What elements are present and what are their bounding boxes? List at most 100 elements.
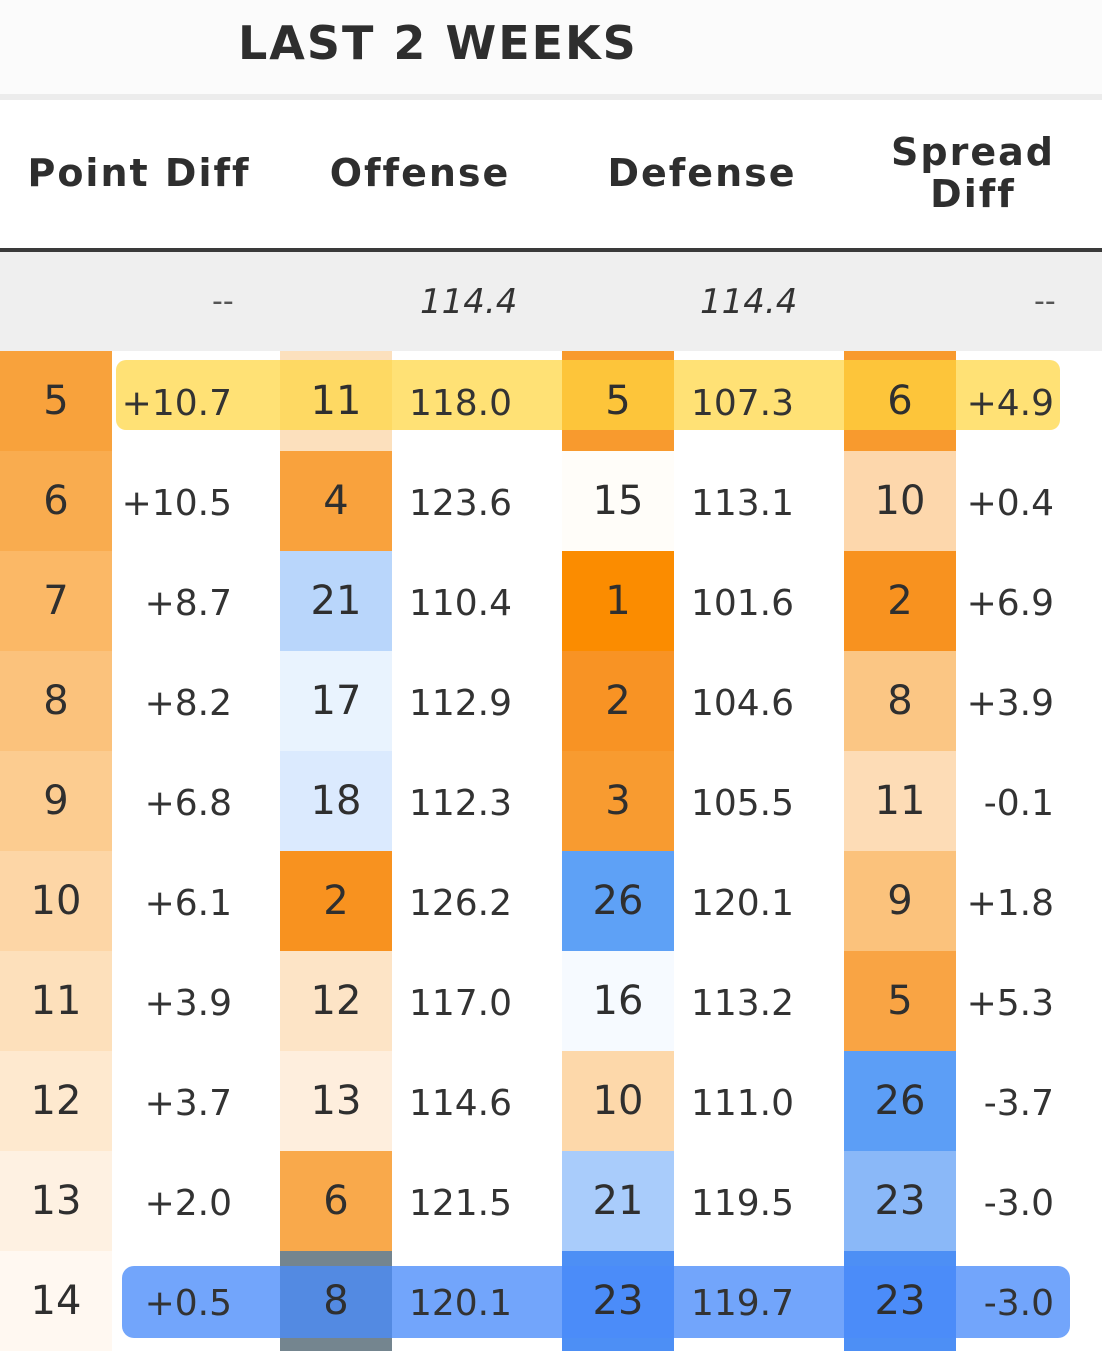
rank-cell-bg bbox=[844, 551, 956, 651]
value-cell: +10.5 bbox=[121, 482, 232, 524]
value-cell: 113.1 bbox=[690, 482, 794, 524]
value-cell: 107.3 bbox=[690, 382, 794, 424]
value-cell: 114.6 bbox=[408, 1082, 512, 1124]
value-cell: +6.8 bbox=[144, 782, 232, 824]
rank-cell: 12 bbox=[310, 978, 362, 1024]
value-cell: 112.3 bbox=[408, 782, 512, 824]
rank-cell-bg bbox=[0, 751, 112, 851]
value-cell: 113.2 bbox=[690, 982, 794, 1024]
rank-cell: 17 bbox=[310, 678, 362, 724]
rank-cell-bg bbox=[562, 1151, 674, 1251]
value-cell: 120.1 bbox=[690, 882, 794, 924]
rank-cell-bg bbox=[562, 951, 674, 1051]
value-cell: 121.5 bbox=[408, 1182, 512, 1224]
rank-cell-bg bbox=[844, 451, 956, 551]
rank-cell: 23 bbox=[592, 1278, 644, 1324]
rank-cell: 10 bbox=[30, 878, 82, 924]
header-offense[interactable]: Offense bbox=[329, 151, 511, 196]
value-cell: 119.5 bbox=[690, 1182, 794, 1224]
rank-cell: 26 bbox=[592, 878, 644, 924]
value-cell: 119.7 bbox=[690, 1282, 794, 1324]
rank-cell: 26 bbox=[874, 1078, 926, 1124]
rank-cell: 13 bbox=[310, 1078, 362, 1124]
avg-spread: -- bbox=[1034, 284, 1056, 319]
value-cell: 126.2 bbox=[408, 882, 512, 924]
rank-cell-bg bbox=[0, 1051, 112, 1151]
rank-cell: 4 bbox=[323, 478, 349, 524]
rank-cell: 10 bbox=[592, 1078, 644, 1124]
rank-cell-bg bbox=[280, 951, 392, 1051]
rank-cell: 18 bbox=[310, 778, 362, 824]
avg-point-diff: -- bbox=[212, 284, 234, 319]
rank-cell-bg bbox=[280, 651, 392, 751]
row-highlight-yellow bbox=[116, 360, 1060, 430]
header-spread-line2: Diff bbox=[930, 172, 1016, 216]
value-cell: +0.4 bbox=[966, 482, 1054, 524]
value-cell: +4.9 bbox=[966, 382, 1054, 424]
value-cell: 120.1 bbox=[408, 1282, 512, 1324]
value-cell: +8.2 bbox=[144, 682, 232, 724]
header-point-diff[interactable]: Point Diff bbox=[27, 151, 251, 196]
rank-cell-bg bbox=[562, 551, 674, 651]
rank-cell-bg bbox=[562, 1051, 674, 1151]
page-title: LAST 2 WEEKS bbox=[238, 16, 638, 70]
rank-cell: 6 bbox=[43, 478, 69, 524]
rank-cell-bg bbox=[280, 1151, 392, 1251]
rank-cell-bg bbox=[0, 651, 112, 751]
value-cell: 112.9 bbox=[408, 682, 512, 724]
rank-cell-bg bbox=[844, 1151, 956, 1251]
avg-offense: 114.4 bbox=[420, 281, 518, 322]
value-cell: +1.8 bbox=[966, 882, 1054, 924]
rank-cell: 6 bbox=[323, 1178, 349, 1224]
rank-cell-bg bbox=[844, 951, 956, 1051]
league-average-row bbox=[0, 252, 1102, 351]
value-cell: 118.0 bbox=[408, 382, 512, 424]
header-defense[interactable]: Defense bbox=[607, 151, 797, 196]
value-cell: 111.0 bbox=[690, 1082, 794, 1124]
header-spread-line1: Spread bbox=[891, 130, 1055, 175]
row-highlight-blue bbox=[122, 1266, 1070, 1338]
value-cell: -3.0 bbox=[983, 1182, 1054, 1224]
value-cell: +3.9 bbox=[144, 982, 232, 1024]
rank-cell-bg bbox=[280, 1051, 392, 1151]
value-cell: +8.7 bbox=[144, 582, 232, 624]
rank-cell: 2 bbox=[887, 578, 913, 624]
rank-cell-bg bbox=[562, 451, 674, 551]
rank-cell-bg bbox=[0, 451, 112, 551]
value-cell: 110.4 bbox=[408, 582, 512, 624]
rank-cell-bg bbox=[562, 751, 674, 851]
header-divider bbox=[0, 248, 1102, 252]
value-cell: +3.7 bbox=[144, 1082, 232, 1124]
rank-cell: 8 bbox=[323, 1278, 349, 1324]
rank-cell-bg bbox=[0, 851, 112, 951]
header-spread-diff[interactable]: Spread Diff bbox=[844, 100, 1102, 248]
rank-cell: 11 bbox=[30, 978, 82, 1024]
rank-cell: 5 bbox=[605, 378, 631, 424]
rank-cell-bg bbox=[562, 651, 674, 751]
rank-cell: 5 bbox=[43, 378, 69, 424]
value-cell: +2.0 bbox=[144, 1182, 232, 1224]
value-cell: +10.7 bbox=[121, 382, 232, 424]
rank-cell-bg bbox=[562, 851, 674, 951]
value-cell: +5.3 bbox=[966, 982, 1054, 1024]
rank-cell: 10 bbox=[874, 478, 926, 524]
rank-cell: 3 bbox=[605, 778, 631, 824]
rank-cell-bg bbox=[844, 651, 956, 751]
rank-cell-bg bbox=[0, 1151, 112, 1251]
rank-cell: 11 bbox=[874, 778, 926, 824]
value-cell: +0.5 bbox=[144, 1282, 232, 1324]
rank-cell: 9 bbox=[887, 878, 913, 924]
rank-cell: 2 bbox=[605, 678, 631, 724]
value-cell: -3.0 bbox=[983, 1282, 1054, 1324]
rank-cell-bg bbox=[280, 751, 392, 851]
rank-cell: 23 bbox=[874, 1178, 926, 1224]
rank-cell: 13 bbox=[30, 1178, 82, 1224]
rank-cell: 15 bbox=[592, 478, 644, 524]
rank-cell: 5 bbox=[887, 978, 913, 1024]
rank-cell-bg bbox=[844, 851, 956, 951]
value-cell: +6.1 bbox=[144, 882, 232, 924]
rank-cell: 7 bbox=[43, 578, 69, 624]
avg-defense: 114.4 bbox=[700, 281, 798, 322]
rank-cell-bg bbox=[280, 451, 392, 551]
rank-cell: 23 bbox=[874, 1278, 926, 1324]
